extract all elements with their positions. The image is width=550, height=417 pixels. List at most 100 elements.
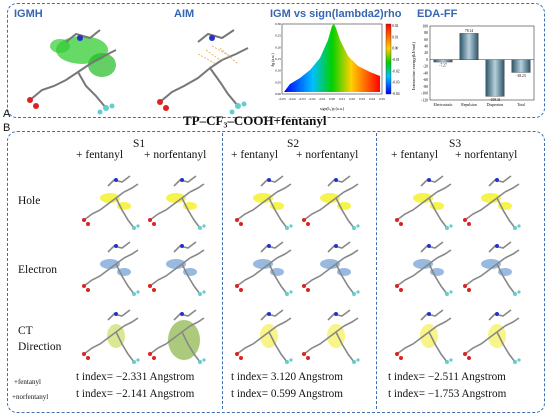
panel-b-frame — [7, 131, 545, 413]
col1-norfentanyl-label: + norfentanyl — [144, 149, 207, 161]
colorbar-tick: 0.02 — [392, 24, 398, 28]
eda-category-label: Repulsion — [461, 103, 477, 107]
eda-header: EDA-FF — [417, 8, 458, 20]
eda-ytick: 0 — [426, 58, 428, 62]
panel-a-letter: A — [3, 108, 11, 120]
eda-bar-chart: Interaction energy(kJ/mol) 100 80 60 40 20 0 -… — [411, 24, 535, 107]
colorbar-tick: -0.03 — [392, 81, 400, 85]
scatter-xtick: 0.04 — [369, 97, 375, 101]
eda-category-label: Total — [517, 103, 525, 107]
molecule-render — [463, 241, 521, 296]
col2-tindex-fentanyl: t index= 3.120 Angstrom — [231, 371, 343, 383]
scatter-xlabel: sign(λ₂)ρ (a.u.) — [320, 106, 345, 111]
eda-ytick: 40 — [424, 44, 428, 48]
eda-value-label: -38.23 — [516, 74, 525, 78]
col1-tindex-fentanyl: t index= −2.331 Angstrom — [76, 371, 195, 383]
aim-header: AIM — [174, 8, 195, 20]
molecule-render — [463, 175, 521, 230]
col2-tindex-norfentanyl: t index= 0.599 Angstrom — [231, 388, 343, 400]
molecule-render — [395, 175, 453, 230]
molecule-render — [302, 241, 360, 296]
eda-bar — [511, 59, 531, 73]
column-divider-2 — [376, 133, 377, 409]
scatter-xtick: 0.02 — [349, 97, 355, 101]
eda-ytick: -100 — [421, 92, 428, 96]
eda-ytick: -80 — [423, 85, 428, 89]
scatter-xtick: 0.01 — [339, 97, 345, 101]
scatter-ytick: 0.30 — [275, 22, 281, 26]
eda-ytick: 100 — [422, 24, 428, 28]
scatter-ylabel: δg (a.u.) — [270, 53, 275, 67]
molecule-render — [302, 175, 360, 230]
col1-fentanyl-label: + fentanyl — [76, 149, 124, 161]
col3-norfentanyl-label: + norfentanyl — [455, 149, 518, 161]
molecule-render — [82, 175, 140, 230]
scatter-xtick: 0.00 — [329, 97, 335, 101]
panel-a-frame — [7, 3, 545, 118]
scatter-xtick: -0.04 — [288, 97, 295, 101]
col3-tindex-norfentanyl: t index= −1.753 Angstrom — [388, 388, 507, 400]
scatter-xtick: -0.01 — [318, 97, 325, 101]
eda-bar — [485, 59, 505, 97]
col3-fentanyl-label: + fentanyl — [391, 149, 439, 161]
molecule-render — [235, 175, 293, 230]
scatter-ytick: 0.05 — [275, 80, 281, 84]
eda-ylabel: Interaction energy(kJ/mol) — [411, 41, 416, 90]
column-divider-1 — [222, 133, 223, 409]
igmh-header: IGMH — [14, 8, 43, 20]
eda-bar — [433, 59, 453, 63]
eda-value-label: 78.14 — [465, 29, 473, 33]
eda-ytick: -40 — [423, 71, 428, 75]
scatter-ytick: 0.00 — [275, 92, 281, 96]
igm-scatter-plot: δg (a.u.) sign(λ₂)ρ (a.u.) -0.05 -0.04 -0.… — [270, 22, 400, 111]
scatter-ytick: 0.25 — [275, 34, 281, 38]
legend-fentanyl: +fentanyl — [14, 378, 41, 386]
col3-tindex-fentanyl: t index= −2.511 Angstrom — [388, 371, 506, 383]
state-label-s3: S3 — [449, 138, 462, 150]
molecule-render — [82, 309, 140, 364]
molecule-render — [395, 309, 453, 364]
col2-norfentanyl-label: + norfentanyl — [296, 149, 359, 161]
molecule-render — [82, 241, 140, 296]
eda-ytick: -120 — [421, 98, 428, 102]
igm-sign-header: IGM vs sign(lambda2)rho — [270, 8, 402, 20]
scatter-xtick: -0.03 — [298, 97, 305, 101]
row-label-ct: CT — [18, 325, 33, 337]
scatter-ytick: 0.10 — [275, 69, 281, 73]
scatter-xtick: 0.05 — [379, 97, 385, 101]
row-label-electron: Electron — [18, 264, 57, 276]
panel-b-letter: B — [3, 122, 11, 134]
eda-ytick: 20 — [424, 51, 428, 55]
eda-category-label: Electrostatic — [434, 103, 453, 107]
colorbar-tick: 0.01 — [392, 35, 398, 39]
scatter-ytick: 0.20 — [275, 45, 281, 49]
colorbar-tick: -0.04 — [392, 92, 400, 96]
molecule-render — [148, 309, 206, 364]
colorbar-tick: -0.02 — [392, 69, 400, 73]
scatter-xtick: -0.05 — [278, 97, 285, 101]
scatter-xtick: 0.03 — [359, 97, 365, 101]
molecule-render — [302, 309, 360, 364]
scatter-xtick: -0.02 — [308, 97, 315, 101]
eda-bar — [459, 33, 479, 60]
eda-ytick: -60 — [423, 78, 428, 82]
molecule-render — [148, 175, 206, 230]
colorbar-tick: -0.01 — [392, 58, 400, 62]
system-title: TP–CF₃–COOH+fentanyl — [183, 113, 327, 128]
legend-norfentanyl: +norfentanyl — [12, 393, 49, 401]
row-label-hole: Hole — [18, 195, 41, 207]
molecule-render — [395, 241, 453, 296]
colorbar-tick: 0.00 — [392, 47, 398, 51]
eda-value-label: -7.27 — [439, 64, 447, 68]
molecule-render — [463, 309, 521, 364]
eda-value-label: -109.31 — [489, 98, 500, 102]
row-label-direction: Direction — [18, 341, 62, 353]
state-label-s1: S1 — [133, 138, 146, 150]
eda-category-label: Dispersion — [487, 103, 504, 107]
eda-ytick: 60 — [424, 38, 428, 42]
molecule-render — [235, 309, 293, 364]
col1-tindex-norfentanyl: t index= −2.141 Angstrom — [76, 388, 195, 400]
eda-ytick: 80 — [424, 31, 428, 35]
col2-fentanyl-label: + fentanyl — [231, 149, 279, 161]
igmh-molecule-image — [27, 29, 117, 115]
